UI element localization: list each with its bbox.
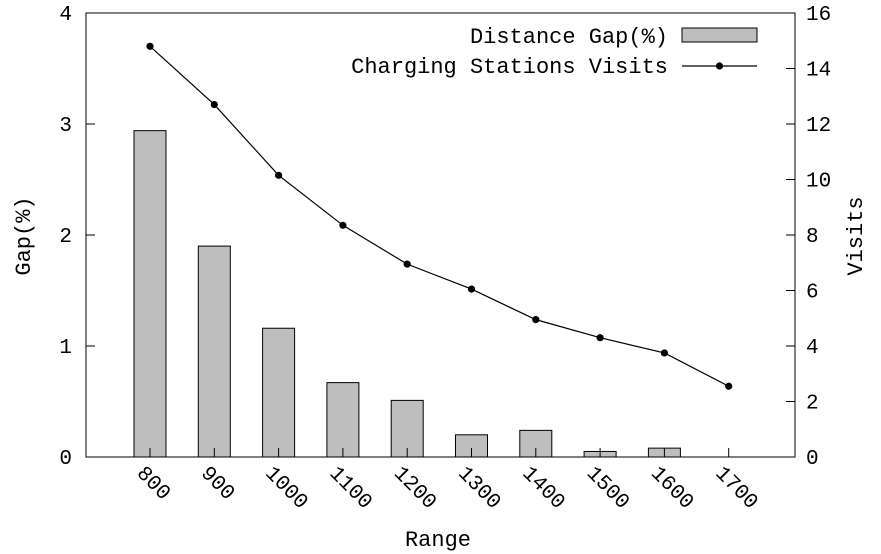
x-tick-label: 800 [131,463,174,506]
y2-tick-label: 12 [806,115,831,138]
x-tick-label: 1100 [324,463,376,515]
y-tick-label: 0 [59,448,72,471]
x-tick-label: 1000 [260,463,312,515]
legend: Distance Gap(%) Charging Stations Visits [351,25,758,80]
x-axis: 800 900 1000 1100 1200 1300 1400 1500 1600 1700 [131,448,762,515]
visits-point-800 [146,42,154,50]
y2-tick-label: 8 [806,226,819,249]
y2-tick-label: 14 [806,60,831,83]
x-tick-label: 1200 [388,463,440,515]
bar-1000 [262,327,296,458]
left-axis: 0 1 2 3 4 [59,4,795,471]
y2-axis-label: Visits [844,196,869,275]
y2-tick-label: 6 [806,282,819,305]
x-tick-label: 1600 [645,463,697,515]
bars-layer [133,130,681,458]
visits-point-1300 [467,285,476,293]
visits-point-1700 [725,382,733,390]
y2-tick-label: 4 [806,337,819,360]
x-tick-label: 1400 [517,463,569,515]
bar-900 [197,245,231,458]
visits-point-1100 [339,221,347,229]
x-tick-label: 1700 [710,463,762,515]
x-axis-label: Range [405,528,471,553]
bar-1100 [326,382,360,458]
y-tick-label: 4 [59,4,72,27]
visits-line [149,45,729,387]
y2-tick-label: 0 [806,448,819,471]
y-tick-label: 1 [59,337,72,360]
x-tick-label: 900 [195,463,238,506]
visits-point-1200 [403,260,411,268]
visits-point-1500 [596,334,604,342]
legend-label-visits: Charging Stations Visits [351,55,668,80]
y-tick-label: 3 [59,115,72,138]
y-tick-label: 2 [59,226,72,249]
legend-swatch-visits-point [715,62,724,70]
right-axis: 0 2 4 6 8 10 12 14 16 [786,4,831,471]
legend-swatch-gap [681,27,758,43]
x-tick-label: 1300 [453,463,505,515]
visits-point-1400 [532,316,540,324]
visits-point-900 [210,100,218,109]
y-axis-label: Gap(%) [12,196,37,275]
visits-point-1000 [275,171,283,179]
bar-800 [133,130,167,458]
line-layer [146,42,733,390]
y2-tick-label: 2 [806,393,819,416]
x-tick-label: 1500 [581,463,633,515]
y2-tick-label: 10 [806,171,831,194]
y2-tick-label: 16 [806,4,831,27]
visits-point-1600 [660,349,669,357]
legend-label-gap: Distance Gap(%) [470,25,668,50]
